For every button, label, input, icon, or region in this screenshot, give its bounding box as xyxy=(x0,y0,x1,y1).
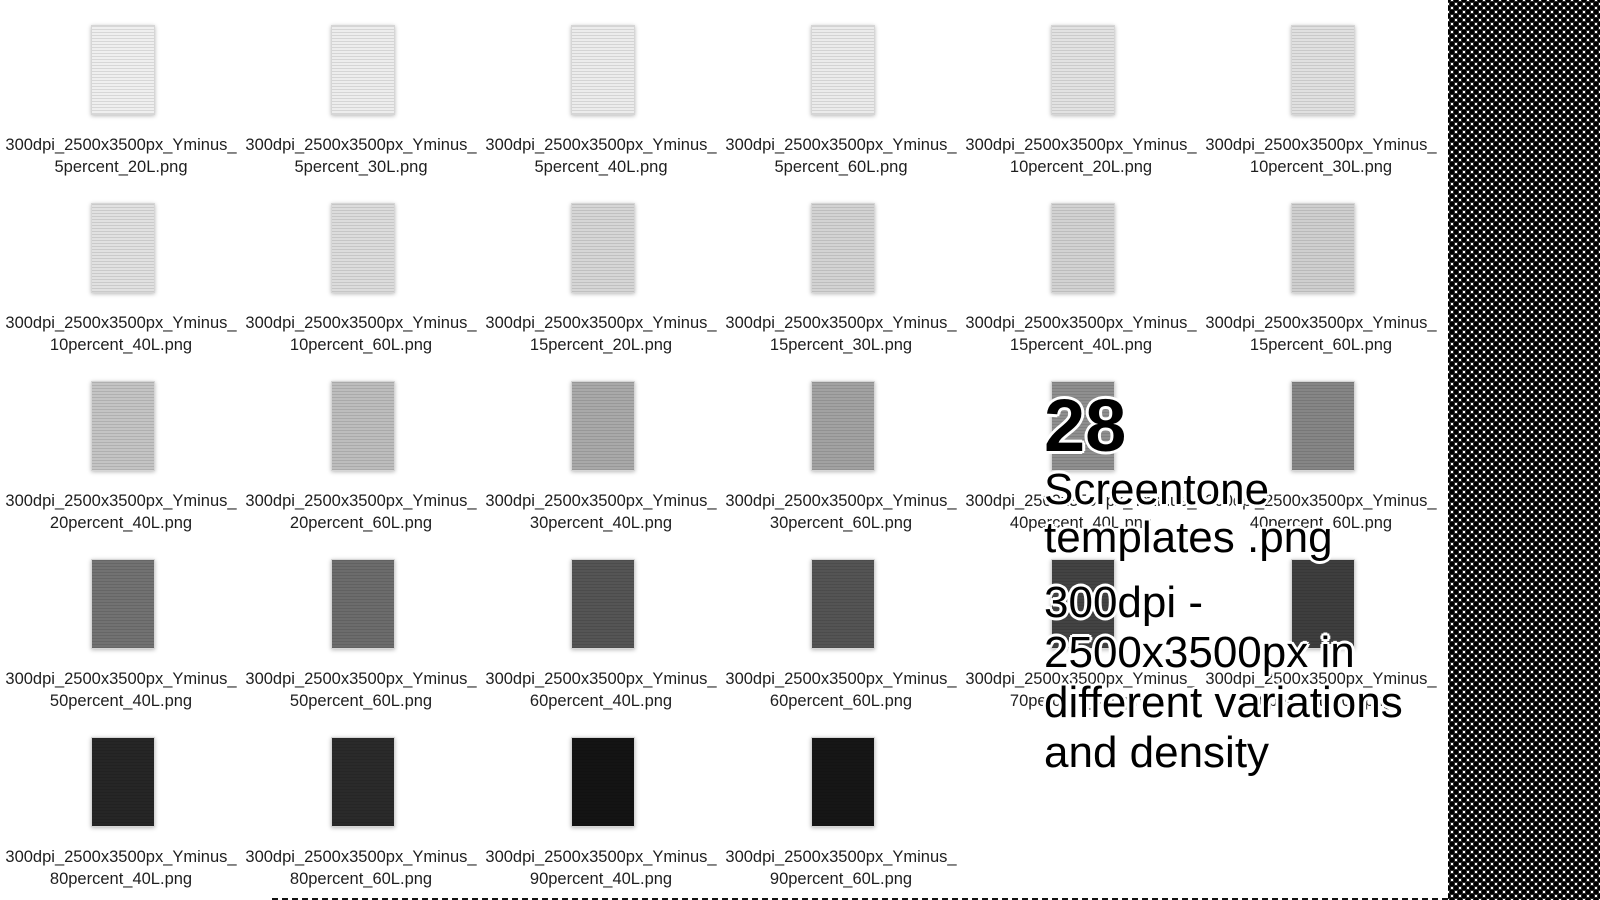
screentone-texture xyxy=(812,204,874,292)
file-thumbnail[interactable] xyxy=(571,25,635,115)
file-name[interactable]: 300dpi_2500x3500px_Yminus_60percent_40L.… xyxy=(485,670,717,710)
file-name[interactable]: 300dpi_2500x3500px_Yminus_40percent_40L.… xyxy=(965,492,1197,532)
file-thumbnail[interactable] xyxy=(811,203,875,293)
file-thumbnail[interactable] xyxy=(331,737,395,827)
file-name[interactable]: 300dpi_2500x3500px_Yminus_60percent_60L.… xyxy=(725,670,957,710)
screentone-texture xyxy=(812,560,874,648)
screentone-texture xyxy=(332,26,394,114)
file-name[interactable]: 300dpi_2500x3500px_Yminus_5percent_40L.p… xyxy=(485,136,717,176)
screentone-texture xyxy=(92,560,154,648)
screentone-texture xyxy=(572,382,634,470)
file-thumbnail[interactable] xyxy=(331,381,395,471)
file-thumbnail[interactable] xyxy=(331,25,395,115)
dotted-divider xyxy=(272,898,1448,900)
file-name[interactable]: 300dpi_2500x3500px_Yminus_5percent_20L.p… xyxy=(5,136,237,176)
file-thumbnail[interactable] xyxy=(1051,381,1115,471)
file-grid: 300dpi_2500x3500px_Yminus_5percent_20L.p… xyxy=(5,25,1437,888)
file-name[interactable]: 300dpi_2500x3500px_Yminus_40percent_60L.… xyxy=(1205,492,1437,532)
screentone-texture xyxy=(1292,382,1354,470)
screentone-texture xyxy=(92,738,154,826)
file-thumbnail[interactable] xyxy=(811,737,875,827)
file-thumbnail[interactable] xyxy=(91,25,155,115)
screentone-texture xyxy=(92,382,154,470)
file-thumbnail[interactable] xyxy=(811,559,875,649)
file-name[interactable]: 300dpi_2500x3500px_Yminus_5percent_30L.p… xyxy=(245,136,477,176)
file-name[interactable]: 300dpi_2500x3500px_Yminus_50percent_40L.… xyxy=(5,670,237,710)
screentone-texture xyxy=(572,26,634,114)
file-name[interactable]: 300dpi_2500x3500px_Yminus_5percent_60L.p… xyxy=(725,136,957,176)
file-name[interactable]: 300dpi_2500x3500px_Yminus_10percent_40L.… xyxy=(5,314,237,354)
screentone-texture xyxy=(1052,204,1114,292)
screentone-texture xyxy=(1292,204,1354,292)
screentone-texture xyxy=(572,738,634,826)
screentone-texture xyxy=(1292,26,1354,114)
promo-title: Screentone templates .png xyxy=(1044,465,1333,562)
file-thumbnail[interactable] xyxy=(1051,25,1115,115)
screentone-texture xyxy=(92,204,154,292)
screentone-texture xyxy=(1292,560,1354,648)
file-thumbnail[interactable] xyxy=(1291,381,1355,471)
file-thumbnail[interactable] xyxy=(1291,203,1355,293)
file-name[interactable]: 300dpi_2500x3500px_Yminus_15percent_20L.… xyxy=(485,314,717,354)
screentone-texture xyxy=(812,382,874,470)
file-name[interactable]: 300dpi_2500x3500px_Yminus_70percent_60L.… xyxy=(1205,670,1437,710)
file-name[interactable]: 300dpi_2500x3500px_Yminus_80percent_40L.… xyxy=(5,848,237,888)
screentone-texture xyxy=(332,738,394,826)
file-thumbnail[interactable] xyxy=(1051,203,1115,293)
file-name[interactable]: 300dpi_2500x3500px_Yminus_10percent_30L.… xyxy=(1205,136,1437,176)
screentone-texture xyxy=(332,560,394,648)
screentone-texture xyxy=(1052,560,1114,648)
screentone-texture xyxy=(92,26,154,114)
promo-count: 28 xyxy=(1044,384,1127,467)
promo-overlay: 28 Screentone templates .png 300dpi - 25… xyxy=(1044,388,1424,778)
file-thumbnail[interactable] xyxy=(571,559,635,649)
file-name[interactable]: 300dpi_2500x3500px_Yminus_15percent_30L.… xyxy=(725,314,957,354)
file-thumbnail[interactable] xyxy=(571,737,635,827)
file-thumbnail[interactable] xyxy=(1291,25,1355,115)
file-thumbnail[interactable] xyxy=(1051,559,1115,649)
screentone-texture xyxy=(572,204,634,292)
file-name[interactable]: 300dpi_2500x3500px_Yminus_10percent_60L.… xyxy=(245,314,477,354)
halftone-dot-pattern xyxy=(1448,0,1600,900)
file-name[interactable]: 300dpi_2500x3500px_Yminus_90percent_60L.… xyxy=(725,848,957,888)
file-thumbnail[interactable] xyxy=(91,559,155,649)
screentone-texture xyxy=(332,204,394,292)
screentone-texture xyxy=(332,382,394,470)
file-name[interactable]: 300dpi_2500x3500px_Yminus_30percent_60L.… xyxy=(725,492,957,532)
file-thumbnail[interactable] xyxy=(91,203,155,293)
promo-description: 300dpi - 2500x3500px in different variat… xyxy=(1044,578,1403,777)
file-thumbnail[interactable] xyxy=(571,381,635,471)
file-name[interactable]: 300dpi_2500x3500px_Yminus_70percent_40L.… xyxy=(965,670,1197,710)
file-name[interactable]: 300dpi_2500x3500px_Yminus_20percent_60L.… xyxy=(245,492,477,532)
file-thumbnail[interactable] xyxy=(1291,559,1355,649)
screentone-texture xyxy=(812,26,874,114)
file-thumbnail[interactable] xyxy=(571,203,635,293)
file-thumbnail[interactable] xyxy=(331,203,395,293)
file-thumbnail[interactable] xyxy=(91,381,155,471)
screentone-texture xyxy=(1052,26,1114,114)
file-name[interactable]: 300dpi_2500x3500px_Yminus_90percent_40L.… xyxy=(485,848,717,888)
file-name[interactable]: 300dpi_2500x3500px_Yminus_50percent_60L.… xyxy=(245,670,477,710)
file-name[interactable]: 300dpi_2500x3500px_Yminus_30percent_40L.… xyxy=(485,492,717,532)
file-thumbnail[interactable] xyxy=(811,25,875,115)
screentone-texture xyxy=(812,738,874,826)
file-name[interactable]: 300dpi_2500x3500px_Yminus_10percent_20L.… xyxy=(965,136,1197,176)
file-thumbnail[interactable] xyxy=(331,559,395,649)
file-thumbnail[interactable] xyxy=(91,737,155,827)
file-name[interactable]: 300dpi_2500x3500px_Yminus_80percent_60L.… xyxy=(245,848,477,888)
screentone-texture xyxy=(1052,382,1114,470)
file-thumbnail[interactable] xyxy=(811,381,875,471)
file-name[interactable]: 300dpi_2500x3500px_Yminus_15percent_60L.… xyxy=(1205,314,1437,354)
file-name[interactable]: 300dpi_2500x3500px_Yminus_15percent_40L.… xyxy=(965,314,1197,354)
screentone-texture xyxy=(572,560,634,648)
file-name[interactable]: 300dpi_2500x3500px_Yminus_20percent_40L.… xyxy=(5,492,237,532)
